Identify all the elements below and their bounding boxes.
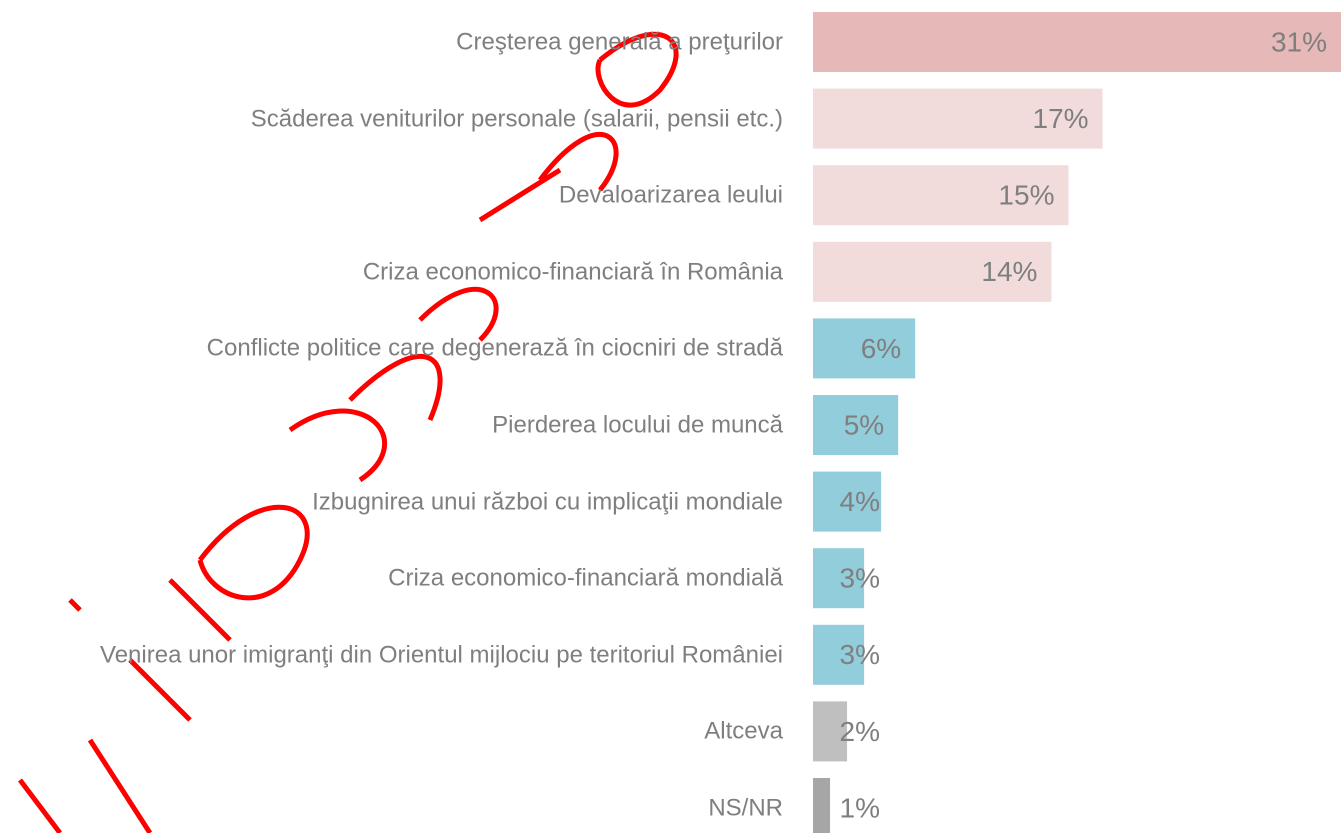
category-label: Scăderea veniturilor personale (salarii,… <box>251 105 783 132</box>
category-label: NS/NR <box>708 795 783 822</box>
value-label: 31% <box>1271 26 1327 57</box>
value-label: 14% <box>981 256 1037 287</box>
category-label: Altceva <box>704 718 783 745</box>
value-label: 5% <box>844 409 884 440</box>
category-label: Devaloarizarea leului <box>559 182 783 209</box>
value-label: 3% <box>840 563 880 594</box>
value-label: 2% <box>840 716 880 747</box>
bar <box>813 778 830 833</box>
page: 31%17%15%14%6%5%4%3%3%2%1% (() => { cons… <box>0 0 1341 833</box>
value-label: 6% <box>861 333 901 364</box>
value-label: 4% <box>840 486 880 517</box>
category-label: Criza economico-financiară în România <box>363 258 783 285</box>
value-label: 15% <box>998 180 1054 211</box>
bar <box>813 12 1341 72</box>
category-label: Venirea unor imigranţi din Orientul mijl… <box>100 641 783 668</box>
category-label: Criza economico-financiară mondială <box>388 565 783 592</box>
category-label: Creşterea generală a preţurilor <box>456 29 783 56</box>
value-label: 1% <box>840 792 880 823</box>
category-label: Conflicte politice care degenerază în ci… <box>207 335 783 362</box>
value-label: 3% <box>840 639 880 670</box>
category-label: Pierderea locului de muncă <box>492 412 783 439</box>
value-label: 17% <box>1033 103 1089 134</box>
category-label: Izbugnirea unui război cu implicaţii mon… <box>312 488 783 515</box>
